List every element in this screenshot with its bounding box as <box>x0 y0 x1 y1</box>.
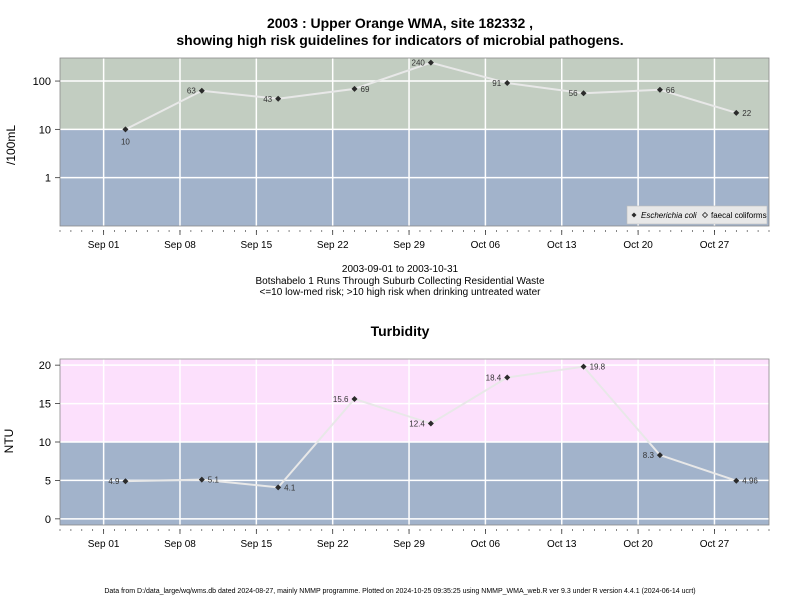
data-point <box>122 126 129 133</box>
data-point <box>351 395 358 402</box>
y-tick-label: 1 <box>45 173 51 185</box>
x-tick-label: Oct 06 <box>471 539 501 550</box>
x-tick-label: Oct 13 <box>547 539 577 550</box>
data-label: 22 <box>742 109 751 118</box>
data-label: 4.1 <box>284 483 296 492</box>
data-point <box>275 484 282 491</box>
data-label: 4.9 <box>108 477 120 486</box>
data-label: 91 <box>492 79 501 88</box>
data-label: 15.6 <box>333 395 349 404</box>
data-label: 12.4 <box>409 420 425 429</box>
data-point <box>427 420 434 427</box>
x-tick-label: Sep 22 <box>317 240 349 251</box>
chart-title-line-2: showing high risk guidelines for indicat… <box>176 32 624 48</box>
y-tick-label: 15 <box>39 399 51 411</box>
data-point <box>656 86 663 93</box>
data-point <box>122 478 129 485</box>
x-tick-label: Sep 15 <box>240 539 272 550</box>
high-risk-band <box>60 58 769 130</box>
data-label: 4.96 <box>742 477 758 486</box>
data-point <box>198 87 205 94</box>
data-label: 63 <box>187 87 196 96</box>
x-tick-label: Oct 20 <box>623 240 653 251</box>
data-point <box>427 59 434 66</box>
y-tick-label: 100 <box>33 76 51 88</box>
ecoli-chart: 1 10 100 Sep 01 Sep 08 Sep 15 Sep 22 Sep 29 Oct … <box>33 57 770 251</box>
x-tick-label: Sep 01 <box>88 539 120 550</box>
turbidity-title: Turbidity <box>370 323 430 339</box>
high-risk-band <box>60 359 769 442</box>
site-description: Botshabelo 1 Runs Through Suburb Collect… <box>255 276 545 287</box>
y-tick-label: 5 <box>45 475 51 487</box>
data-point <box>580 363 587 370</box>
data-label: 5.1 <box>208 476 220 485</box>
y-tick-label: 10 <box>39 124 51 136</box>
data-label: 10 <box>121 137 130 146</box>
y-tick-label: 20 <box>39 360 51 372</box>
data-label: 18.4 <box>486 373 502 382</box>
data-label: 66 <box>666 86 675 95</box>
x-tick-label: Oct 06 <box>471 240 501 251</box>
low-risk-band <box>60 442 769 525</box>
legend-ecoli-marker <box>631 212 637 218</box>
legend-faecal-label: faecal coliforms <box>711 211 767 220</box>
x-tick-label: Oct 20 <box>623 539 653 550</box>
data-label: 43 <box>263 95 272 104</box>
data-label: 69 <box>361 85 370 94</box>
data-point <box>733 109 740 116</box>
plot-frame <box>59 57 770 227</box>
data-point <box>656 452 663 459</box>
x-tick-label: Sep 08 <box>164 240 196 251</box>
data-point <box>580 90 587 97</box>
legend-faecal-marker <box>701 211 709 219</box>
x-tick-label: Sep 15 <box>240 240 272 251</box>
y-tick-label: 10 <box>39 437 51 449</box>
x-tick-label: Oct 27 <box>700 240 730 251</box>
x-tick-label: Sep 22 <box>317 539 349 550</box>
chart-title-line-1: 2003 : Upper Orange WMA, site 182332 , <box>266 15 534 31</box>
turbidity-chart: 0 5 10 15 20 Sep 01 Sep 08 Sep 15 Sep 22 Sep 29 Oc… <box>39 358 770 550</box>
legend-ecoli-label: Escherichia coli <box>641 211 697 220</box>
x-tick-label: Sep 29 <box>393 240 425 251</box>
y-tick-label: 0 <box>45 514 51 526</box>
data-point <box>351 85 358 92</box>
risk-guideline-note: <=10 low-med risk; >10 high risk when dr… <box>259 287 541 298</box>
legend-box <box>626 205 768 225</box>
data-label: 19.8 <box>590 363 606 372</box>
data-point <box>275 95 282 102</box>
x-tick-label: Oct 13 <box>547 240 577 251</box>
x-tick-label: Sep 29 <box>393 539 425 550</box>
x-tick-label: Sep 08 <box>164 539 196 550</box>
data-point <box>504 80 511 87</box>
date-range-caption: 2003-09-01 to 2003-10-31 <box>341 264 459 275</box>
data-point <box>198 476 205 483</box>
data-label: 8.3 <box>643 451 655 460</box>
x-tick-label: Oct 27 <box>700 539 730 550</box>
data-label: 240 <box>412 59 426 68</box>
footer-note: Data from D:/data_large/wq/wms.db dated … <box>104 588 696 595</box>
data-point <box>733 477 740 484</box>
x-tick-label: Sep 01 <box>88 240 120 251</box>
data-label: 56 <box>569 89 578 98</box>
data-point <box>504 374 511 381</box>
